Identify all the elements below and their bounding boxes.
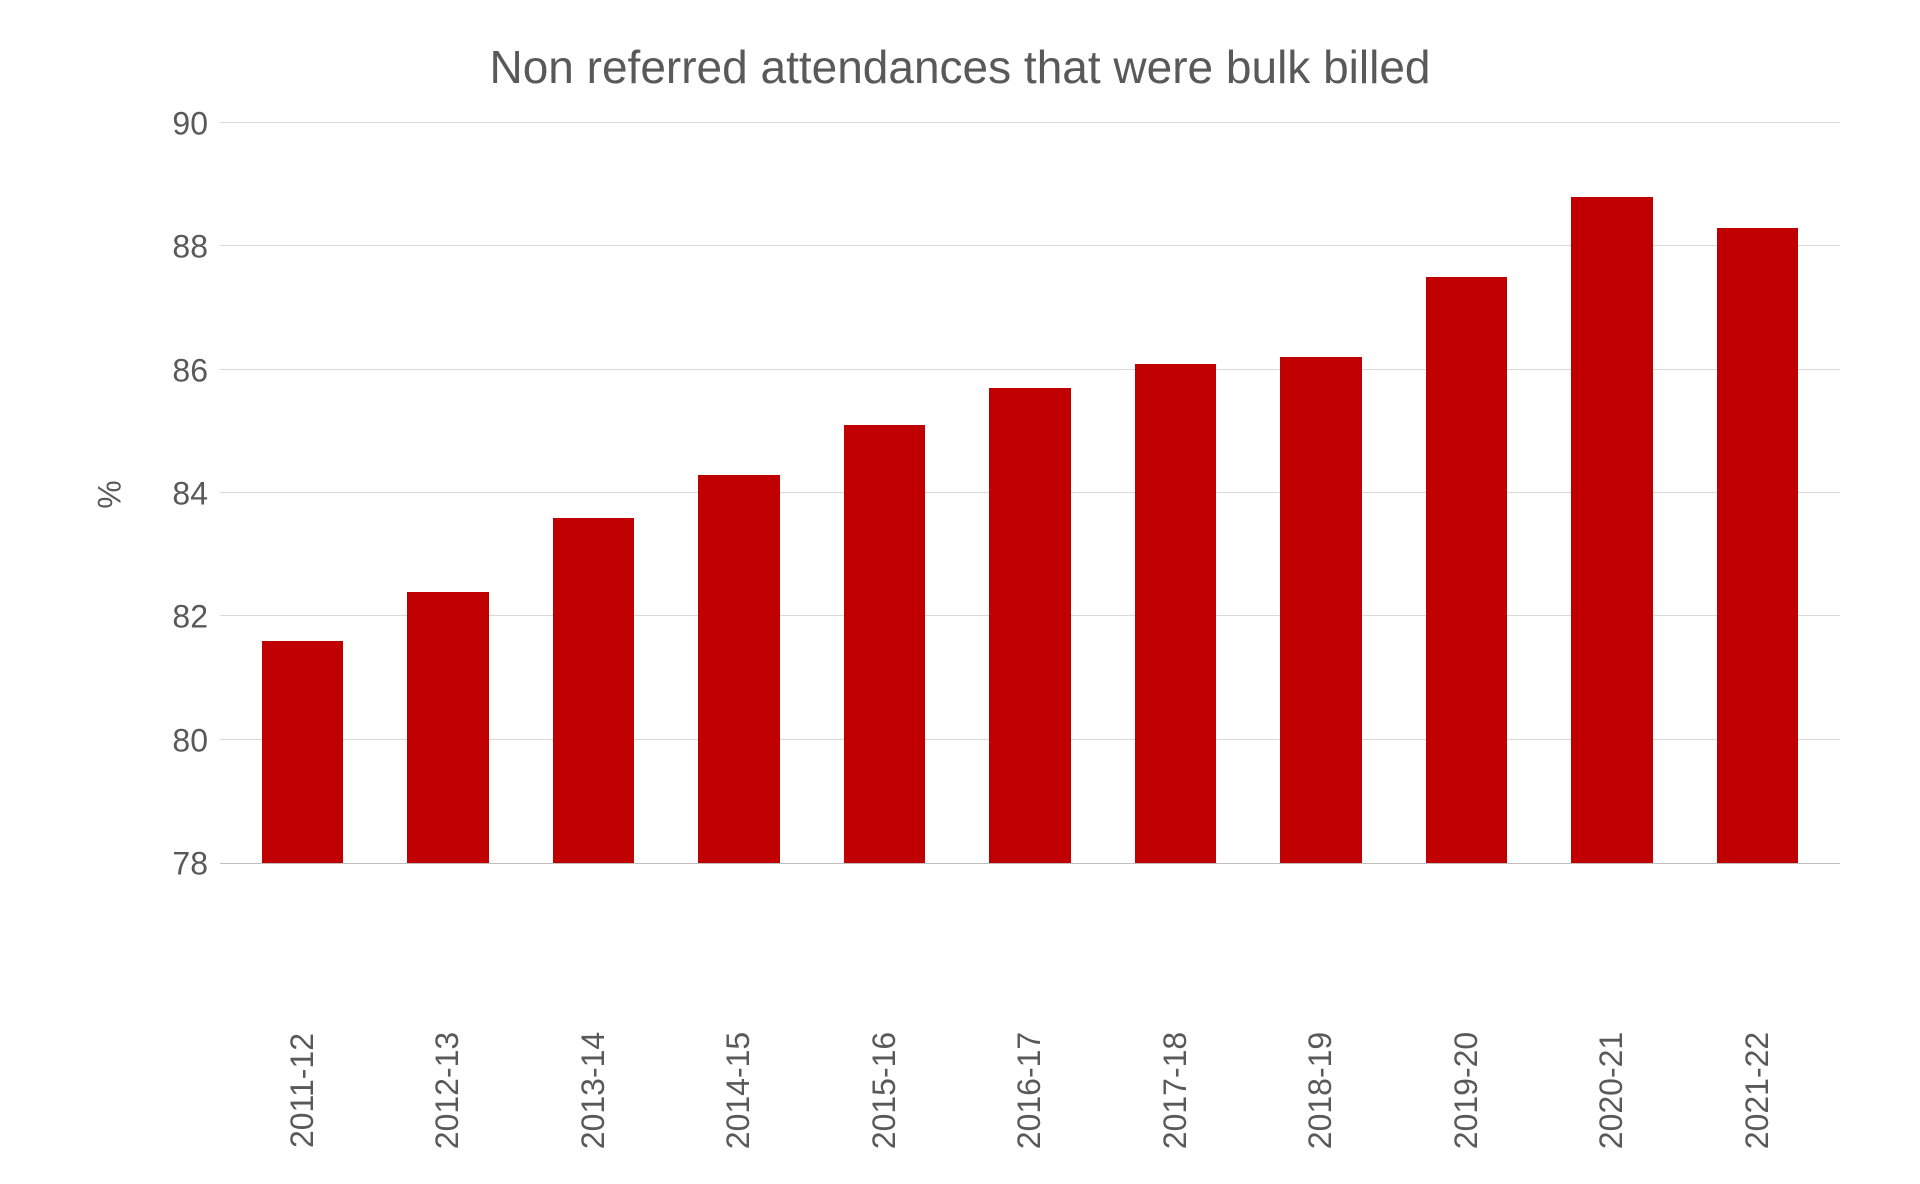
x-label-slot: 2016-17 xyxy=(957,1022,1102,1109)
y-tick-label: 88 xyxy=(172,229,208,266)
plot-area xyxy=(220,124,1840,864)
x-tick-label: 2017-18 xyxy=(1157,1032,1194,1149)
chart-container: Non referred attendances that were bulk … xyxy=(0,0,1920,1184)
y-tick-label: 84 xyxy=(172,476,208,513)
bar xyxy=(844,425,925,863)
x-tick-label: 2018-19 xyxy=(1302,1032,1339,1149)
x-tick-label: 2014-15 xyxy=(721,1032,758,1149)
y-tick-label: 90 xyxy=(172,106,208,143)
x-tick-label: 2021-22 xyxy=(1739,1032,1776,1149)
y-axis-label-wrap: % xyxy=(80,124,140,864)
x-label-slot: 2021-22 xyxy=(1685,1022,1830,1109)
bar-slot xyxy=(1248,124,1393,863)
bar xyxy=(1426,277,1507,863)
chart-body: % 78808284868890 xyxy=(80,124,1840,1004)
y-axis-ticks: 78808284868890 xyxy=(140,124,220,864)
x-label-slot: 2015-16 xyxy=(812,1022,957,1109)
x-tick-label: 2020-21 xyxy=(1593,1032,1630,1149)
bar xyxy=(1717,228,1798,863)
x-label-slot: 2013-14 xyxy=(521,1022,666,1109)
bar-slot xyxy=(812,124,957,863)
y-axis-label: % xyxy=(91,480,128,508)
x-label-slot: 2018-19 xyxy=(1248,1022,1393,1109)
y-tick-label: 80 xyxy=(172,722,208,759)
x-tick-label: 2015-16 xyxy=(866,1032,903,1149)
x-label-slot: 2014-15 xyxy=(666,1022,811,1109)
x-axis-labels: 2011-122012-132013-142014-152015-162016-… xyxy=(220,1022,1840,1109)
bar-slot xyxy=(1539,124,1684,863)
y-tick-label: 78 xyxy=(172,846,208,883)
gridline xyxy=(220,122,1840,123)
x-tick-label: 2011-12 xyxy=(284,1033,321,1148)
bar xyxy=(989,388,1070,863)
bar-slot xyxy=(666,124,811,863)
bar xyxy=(698,475,779,864)
chart-title: Non referred attendances that were bulk … xyxy=(80,40,1840,94)
bar-slot xyxy=(957,124,1102,863)
bar xyxy=(262,641,343,863)
bar xyxy=(1135,364,1216,864)
x-tick-label: 2019-20 xyxy=(1448,1032,1485,1149)
x-label-slot: 2012-13 xyxy=(375,1022,520,1109)
bar-slot xyxy=(230,124,375,863)
x-label-slot: 2017-18 xyxy=(1103,1022,1248,1109)
x-label-slot: 2011-12 xyxy=(230,1022,375,1109)
x-tick-label: 2013-14 xyxy=(575,1032,612,1149)
y-tick-label: 86 xyxy=(172,352,208,389)
bar-slot xyxy=(1394,124,1539,863)
bar xyxy=(553,518,634,863)
bar-slot xyxy=(375,124,520,863)
x-label-slot: 2020-21 xyxy=(1539,1022,1684,1109)
bar-slot xyxy=(1685,124,1830,863)
bar xyxy=(1571,197,1652,863)
bar-slot xyxy=(521,124,666,863)
x-tick-label: 2012-13 xyxy=(430,1032,467,1149)
bar xyxy=(1280,357,1361,863)
x-tick-label: 2016-17 xyxy=(1011,1032,1048,1149)
bars-container xyxy=(220,124,1840,863)
x-label-slot: 2019-20 xyxy=(1394,1022,1539,1109)
bar xyxy=(407,592,488,863)
y-tick-label: 82 xyxy=(172,599,208,636)
bar-slot xyxy=(1103,124,1248,863)
